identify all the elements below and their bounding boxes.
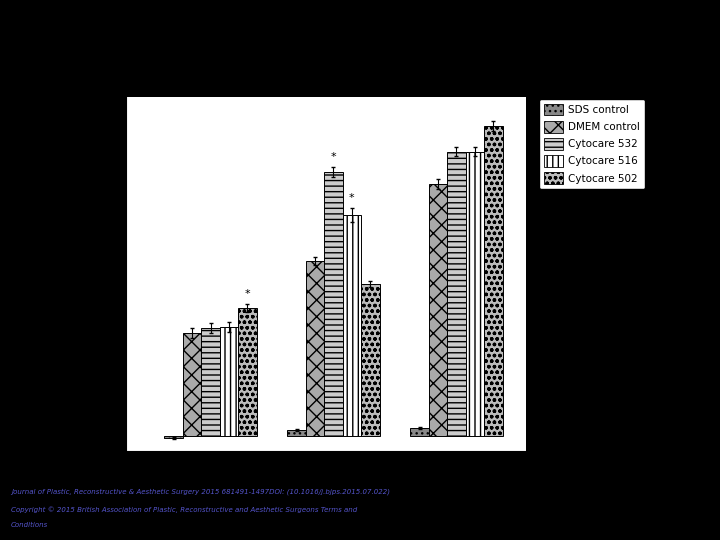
Text: Conditions: Conditions (11, 522, 48, 528)
Bar (343, 215, 361, 436)
Bar (306, 261, 324, 436)
Bar (202, 328, 220, 436)
Bar (429, 184, 447, 436)
Bar (164, 436, 183, 437)
Bar (447, 152, 466, 436)
Text: Journal of Plastic, Reconstructive & Aesthetic Surgery 2015 681491-1497DOI: (10.: Journal of Plastic, Reconstructive & Aes… (11, 489, 390, 495)
Text: *: * (349, 193, 355, 203)
Legend: SDS control, DMEM control, Cytocare 532, Cytocare 516, Cytocare 502: SDS control, DMEM control, Cytocare 532,… (539, 99, 645, 189)
Bar (410, 428, 429, 436)
Text: Copyright © 2015 British Association of Plastic, Reconstructive and Aesthetic Su: Copyright © 2015 British Association of … (11, 506, 357, 512)
Bar (183, 333, 202, 436)
Bar (361, 284, 379, 436)
Text: *: * (245, 289, 251, 299)
Bar (466, 152, 484, 436)
Bar (220, 327, 238, 436)
Text: *: * (330, 152, 336, 162)
Bar (287, 430, 306, 436)
Y-axis label: MTT activity: MTT activity (78, 236, 91, 312)
Bar (484, 126, 503, 436)
Text: Figure 1: Figure 1 (332, 24, 388, 38)
Bar (324, 172, 343, 436)
Bar (238, 308, 256, 436)
